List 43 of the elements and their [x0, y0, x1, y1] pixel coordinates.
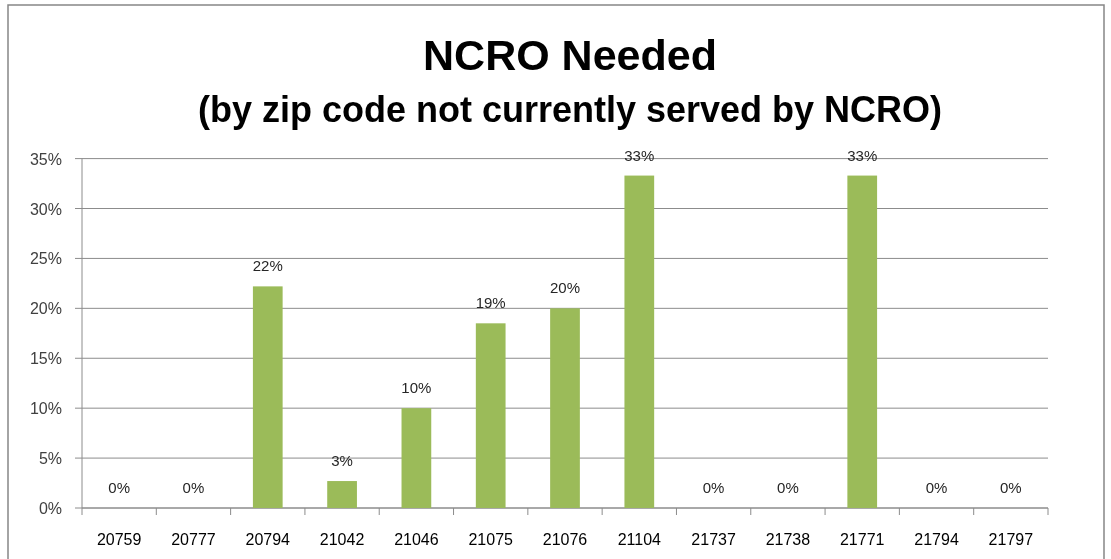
x-tick-label: 21797 — [988, 531, 1034, 548]
bar — [624, 175, 655, 508]
x-tick-label: 21042 — [319, 531, 365, 548]
data-label: 3% — [331, 452, 353, 470]
bar — [550, 308, 580, 508]
y-tick-label: 20% — [29, 300, 62, 318]
y-tick-label: 5% — [38, 450, 62, 468]
bar — [401, 408, 432, 508]
data-label: 0% — [777, 479, 799, 496]
x-tick-label: 21104 — [617, 531, 662, 548]
bar — [847, 175, 878, 508]
x-tick-label: 20794 — [245, 531, 291, 548]
x-tick-label: 21046 — [394, 531, 439, 548]
data-label: 0% — [108, 479, 130, 496]
y-tick-label: 0% — [38, 500, 62, 517]
bar — [475, 323, 506, 508]
x-tick-label: 21771 — [839, 531, 885, 548]
data-label: 33% — [624, 146, 655, 164]
x-tick-label: 21075 — [468, 531, 514, 548]
chart-subtitle: (by zip code not currently served by NCRO) — [197, 89, 943, 130]
data-label: 0% — [182, 479, 205, 496]
chart-title: NCRO Needed — [423, 31, 717, 79]
x-tick-label: 21738 — [765, 531, 811, 548]
data-label: 10% — [401, 379, 432, 397]
bar — [327, 481, 357, 508]
data-label: 20% — [549, 279, 581, 297]
y-tick-label: 25% — [29, 250, 62, 268]
data-label: 22% — [252, 257, 283, 275]
data-label: 19% — [475, 294, 506, 312]
data-label: 0% — [925, 479, 948, 496]
y-tick-label: 35% — [29, 150, 62, 168]
x-tick-label: 20777 — [171, 531, 216, 548]
data-label: 0% — [1000, 479, 1022, 496]
data-label: 33% — [847, 146, 878, 164]
x-tick-label: 21794 — [914, 531, 959, 548]
x-tick-label: 21737 — [691, 531, 736, 548]
y-tick-label: 10% — [29, 400, 62, 418]
data-label: 0% — [702, 479, 725, 496]
y-tick-label: 15% — [29, 350, 62, 368]
bar — [252, 286, 283, 508]
x-tick-label: 21076 — [542, 531, 588, 548]
x-tick-label: 20759 — [96, 531, 142, 548]
y-tick-label: 30% — [29, 200, 62, 218]
